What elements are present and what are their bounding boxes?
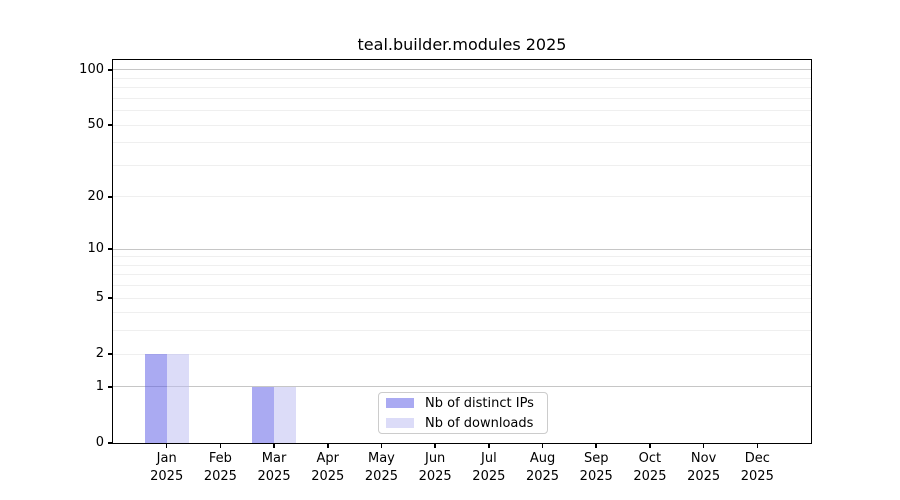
x-tick-year: 2025 [203, 469, 237, 484]
x-axis-tick [649, 443, 651, 448]
gridline-minor [113, 142, 811, 144]
x-tick-label: Oct 2025 [618, 450, 682, 486]
x-tick-label: Mar 2025 [242, 450, 306, 486]
x-tick-year: 2025 [257, 469, 291, 484]
gridline-minor [113, 297, 811, 299]
x-tick-year: 2025 [740, 469, 774, 484]
x-tick-label: Jun 2025 [403, 450, 467, 486]
bar-nb-of-downloads-mar [274, 386, 297, 443]
x-tick-month: Sep [583, 451, 609, 466]
x-tick-month: Oct [638, 451, 662, 466]
x-axis-tick [541, 443, 544, 448]
x-tick-label: Aug 2025 [511, 450, 575, 486]
plot-area [113, 60, 811, 443]
x-tick-year: 2025 [311, 469, 345, 484]
chart-title: teal.builder.modules 2025 [357, 35, 567, 54]
gridline-minor [113, 97, 811, 99]
gridline-minor [113, 164, 811, 166]
y-tick-label: 0 [95, 435, 104, 450]
y-axis-tick [108, 196, 113, 198]
gridline-minor [113, 77, 811, 79]
legend-entry-distinct-ips: Nb of distinct IPs [386, 396, 547, 411]
legend-entry-downloads: Nb of downloads [386, 416, 547, 431]
legend-swatch-downloads [386, 418, 414, 428]
y-axis-tick [108, 248, 113, 250]
y-tick-label: 10 [87, 241, 104, 257]
gridline-minor [113, 274, 811, 276]
x-axis-tick [702, 443, 705, 448]
x-axis-tick [488, 443, 490, 448]
y-tick-label: 50 [87, 117, 104, 133]
x-tick-month: Jul [481, 451, 497, 466]
legend-swatch-distinct-ips [386, 398, 414, 408]
x-tick-month: Nov [690, 451, 717, 466]
legend: Nb of distinct IPs Nb of downloads [378, 392, 548, 434]
y-axis-tick [108, 442, 113, 444]
x-axis-tick [273, 443, 275, 448]
x-tick-label: Feb 2025 [188, 450, 252, 486]
legend-label-downloads: Nb of downloads [425, 415, 534, 431]
y-tick-label: 100 [79, 61, 104, 77]
y-axis-tick [108, 297, 113, 299]
gridline-minor [113, 87, 811, 89]
gridline-minor [113, 264, 811, 266]
x-tick-year: 2025 [364, 469, 398, 484]
y-axis-tick [108, 353, 113, 355]
legend-label-distinct-ips: Nb of distinct IPs [425, 395, 534, 411]
x-tick-label: Nov 2025 [672, 450, 736, 486]
x-tick-month: Apr [316, 451, 340, 466]
y-axis-tick [108, 124, 113, 126]
x-tick-label: Sep 2025 [564, 450, 628, 486]
x-tick-label: Dec 2025 [725, 450, 789, 486]
y-tick-label: 1 [95, 378, 104, 394]
x-tick-label: May 2025 [349, 450, 413, 486]
gridline-minor [113, 330, 811, 332]
y-tick-label: 5 [95, 290, 104, 306]
gridline-minor [113, 312, 811, 314]
x-tick-month: Mar [261, 451, 287, 466]
bar-nb-of-downloads-jan [166, 354, 189, 443]
x-tick-month: May [368, 451, 395, 466]
bar-nb-of-distinct-ips-jan [144, 354, 167, 443]
x-tick-year: 2025 [633, 469, 667, 484]
gridline-minor [113, 353, 811, 355]
gridline-minor [113, 285, 811, 287]
gridline-decade [113, 386, 811, 388]
x-axis-tick [434, 443, 436, 448]
x-tick-year: 2025 [525, 469, 560, 484]
x-axis-tick [756, 443, 759, 448]
x-axis-tick [219, 443, 222, 448]
y-axis-tick [108, 386, 113, 388]
gridline-minor [113, 256, 811, 258]
x-axis-tick [595, 443, 598, 448]
x-tick-label: Jul 2025 [457, 450, 521, 486]
x-tick-label: Apr 2025 [296, 450, 360, 486]
gridline-minor [113, 124, 811, 126]
gridline-decade [113, 69, 811, 71]
x-tick-year: 2025 [418, 469, 452, 484]
x-tick-month: Feb [208, 451, 232, 466]
x-tick-month: Aug [529, 451, 556, 466]
x-tick-month: Jun [424, 451, 446, 466]
bar-nb-of-distinct-ips-mar [252, 386, 275, 443]
x-tick-year: 2025 [472, 469, 506, 484]
y-axis-tick [108, 68, 113, 71]
x-tick-year: 2025 [687, 469, 721, 484]
gridline-decade [113, 248, 811, 250]
x-axis-tick [380, 443, 383, 448]
x-tick-month: Jan [156, 451, 177, 466]
y-tick-label: 2 [95, 346, 104, 362]
x-axis-tick [165, 443, 168, 448]
gridline-minor [113, 110, 811, 112]
y-tick-label: 20 [87, 188, 104, 204]
x-tick-year: 2025 [150, 469, 184, 484]
x-tick-year: 2025 [579, 469, 613, 484]
x-tick-label: Jan 2025 [135, 450, 199, 486]
x-tick-month: Dec [744, 451, 770, 466]
gridline-minor [113, 196, 811, 198]
x-axis-tick [326, 443, 329, 448]
